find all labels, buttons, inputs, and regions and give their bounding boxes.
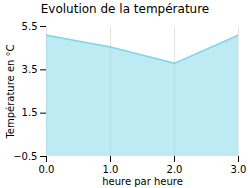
svg-text:1.5: 1.5 <box>22 107 38 118</box>
svg-text:1.0: 1.0 <box>103 164 119 175</box>
svg-text:0.0: 0.0 <box>39 164 55 175</box>
svg-text:5.5: 5.5 <box>22 21 38 32</box>
svg-text:2.0: 2.0 <box>167 164 183 175</box>
svg-text:−0.5: −0.5 <box>13 151 37 162</box>
html-text:Evolution de la température: Evolution de la température <box>40 2 210 16</box>
svg-text:3.5: 3.5 <box>22 64 38 75</box>
svg-text:Température en °C: Température en °C <box>5 44 16 139</box>
svg-text:3.0: 3.0 <box>231 164 247 175</box>
svg-text:heure par heure: heure par heure <box>102 176 183 187</box>
